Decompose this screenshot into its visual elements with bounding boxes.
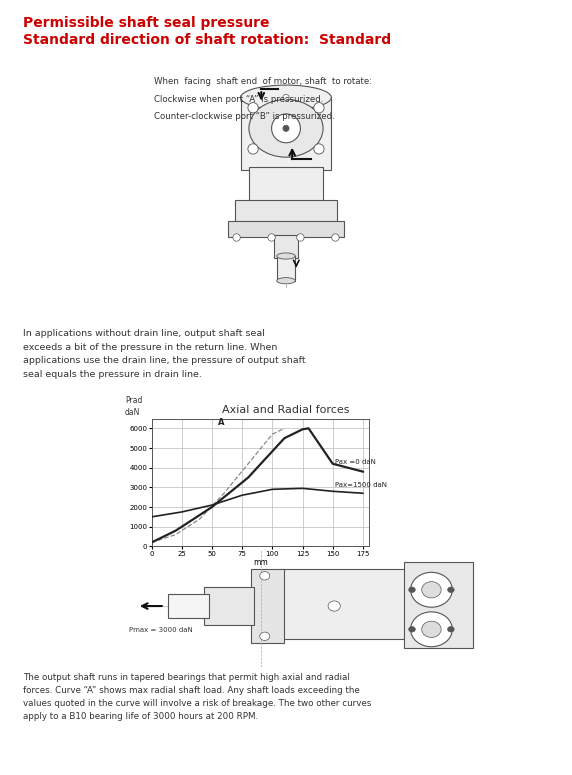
Text: Pax=1500 daN: Pax=1500 daN [335, 482, 387, 488]
Bar [168, 594, 209, 618]
Bar [251, 569, 284, 643]
Circle shape [268, 234, 275, 241]
Bar [277, 256, 295, 281]
Circle shape [447, 587, 454, 593]
Circle shape [332, 234, 339, 241]
Text: Permissible shaft seal pressure: Permissible shaft seal pressure [23, 16, 269, 29]
Circle shape [328, 601, 340, 611]
X-axis label: mm: mm [253, 558, 268, 567]
Text: Axial and Radial forces: Axial and Radial forces [223, 405, 349, 415]
Text: daN: daN [125, 408, 140, 416]
Text: A: A [218, 418, 224, 427]
Circle shape [283, 126, 289, 132]
Circle shape [283, 95, 289, 101]
Bar [235, 201, 337, 223]
Ellipse shape [241, 85, 331, 110]
Bar [279, 569, 431, 639]
Circle shape [411, 612, 452, 646]
Bar [273, 236, 299, 258]
Bar [241, 98, 331, 170]
Text: Pax =0 daN: Pax =0 daN [335, 459, 376, 465]
Circle shape [408, 587, 415, 593]
Circle shape [233, 234, 240, 241]
Circle shape [447, 626, 454, 632]
Ellipse shape [249, 99, 323, 157]
Text: Standard direction of shaft rotation:  Standard: Standard direction of shaft rotation: St… [23, 33, 391, 46]
Circle shape [260, 572, 270, 580]
Bar [228, 221, 344, 237]
Circle shape [422, 581, 441, 598]
Text: The output shaft runs in tapered bearings that permit high axial and radial
forc: The output shaft runs in tapered bearing… [23, 673, 371, 722]
Bar [404, 562, 473, 648]
Text: In applications without drain line, output shaft seal
exceeds a bit of the press: In applications without drain line, outp… [23, 329, 305, 379]
Text: When  facing  shaft end  of motor, shaft  to rotate:: When facing shaft end of motor, shaft to… [154, 78, 372, 87]
Bar [204, 587, 253, 625]
Ellipse shape [277, 277, 295, 284]
Ellipse shape [277, 253, 295, 259]
Bar [249, 167, 323, 202]
Text: Prad: Prad [125, 396, 142, 405]
Circle shape [260, 632, 270, 640]
Text: Clockwise when port “A” is pressurized.: Clockwise when port “A” is pressurized. [154, 95, 324, 104]
Text: Pmax = 3000 daN: Pmax = 3000 daN [129, 627, 192, 632]
Circle shape [272, 114, 300, 143]
Circle shape [248, 102, 258, 113]
Circle shape [314, 144, 324, 154]
Circle shape [408, 626, 415, 632]
Circle shape [314, 102, 324, 113]
Circle shape [411, 572, 452, 608]
Circle shape [248, 144, 258, 154]
Circle shape [297, 234, 304, 241]
Text: Counter-clockwise port “B” is pressurized.: Counter-clockwise port “B” is pressurize… [154, 112, 335, 121]
Circle shape [422, 622, 441, 637]
